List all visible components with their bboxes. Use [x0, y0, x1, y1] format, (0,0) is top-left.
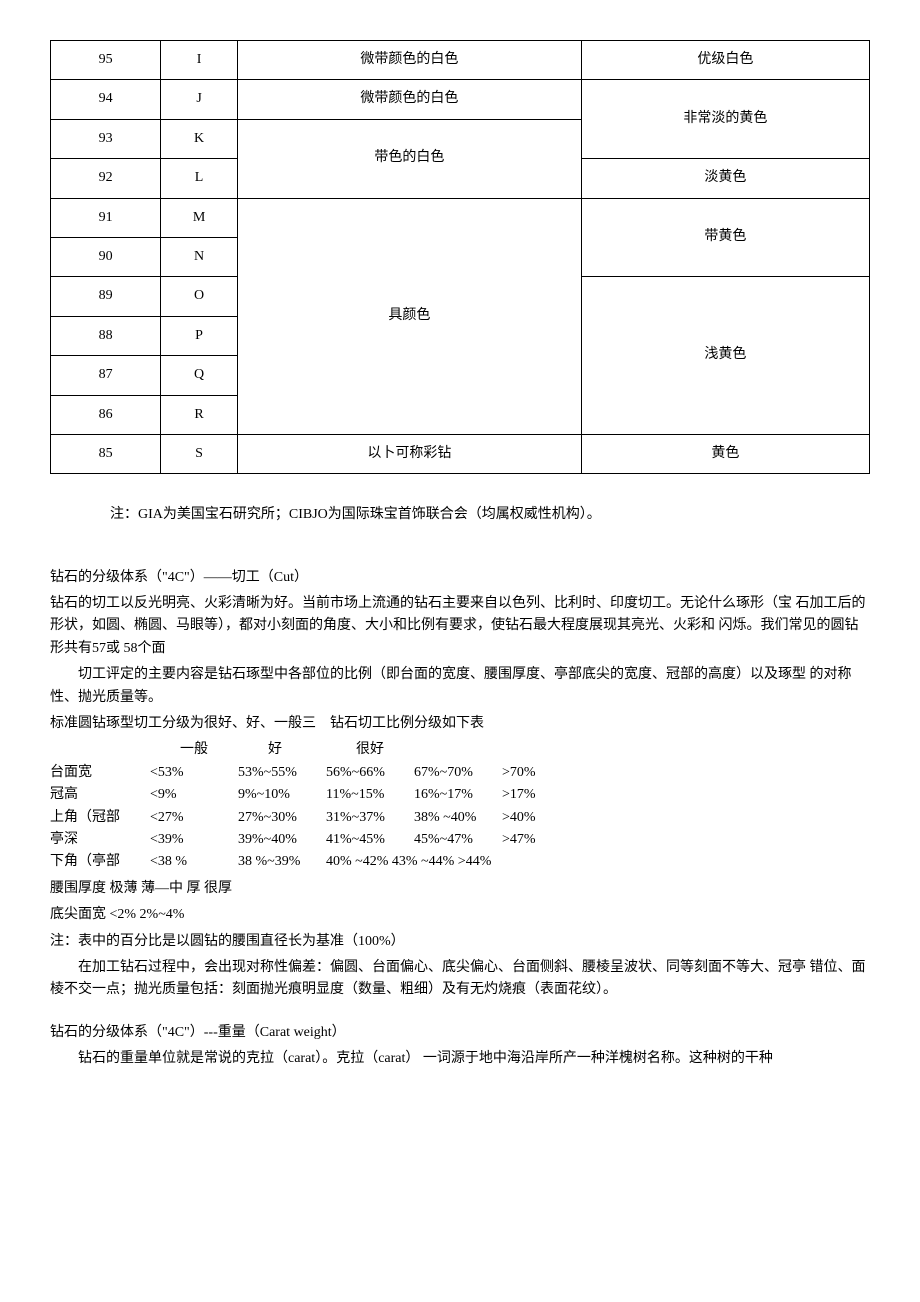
num-cell: 95: [51, 41, 161, 80]
cut-note2: 注：表中的百分比是以圆钻的腰围直径长为基准（100%）: [50, 931, 870, 953]
desc-cell: 以卜可称彩钻: [237, 434, 581, 473]
color-grade-table: 95 I 微带颜色的白色 优级白色 94 J 微带颜色的白色 非常淡的黄色 93…: [50, 40, 870, 474]
cell: 31%~37%: [326, 807, 396, 829]
cell: <38 %: [150, 851, 220, 873]
table-note: 注：GIA为美国宝石研究所；CIBJO为国际珠宝首饰联合会（均属权威性机构）。: [110, 504, 870, 526]
hdr-cell: 一般: [180, 739, 250, 761]
desc-cell: 微带颜色的白色: [237, 41, 581, 80]
num-cell: 87: [51, 356, 161, 395]
weight-title: 钻石的分级体系（"4C"）---重量（Carat weight）: [50, 1022, 870, 1044]
desc-cell: 带色的白色: [237, 119, 581, 198]
cut-section: 钻石的分级体系（"4C"）——切工（Cut） 钻石的切工以反光明亮、火彩清晰为好…: [50, 567, 870, 1002]
cut-p4: 在加工钻石过程中，会出现对称性偏差：偏圆、台面偏心、底尖偏心、台面侧斜、腰棱呈波…: [50, 957, 870, 1002]
cell: <39%: [150, 829, 220, 851]
cell: 45%~47%: [414, 829, 484, 851]
desc-cell: 具颜色: [237, 198, 581, 434]
cell: 56%~66%: [326, 762, 396, 784]
cut-p2: 切工评定的主要内容是钻石琢型中各部位的比例（即台面的宽度、腰围厚度、亭部底尖的宽…: [50, 664, 870, 709]
row-label: 下角（亭部: [50, 851, 150, 873]
num-cell: 91: [51, 198, 161, 237]
row-label: 冠高: [50, 784, 150, 806]
hdr-cell: 好: [268, 739, 338, 761]
cell: 16%~17%: [414, 784, 484, 806]
cut-proportion-table: 一般 好 很好 台面宽 <53% 53%~55% 56%~66% 67%~70%…: [50, 739, 870, 873]
letter-cell: R: [161, 395, 238, 434]
letter-cell: L: [161, 159, 238, 198]
num-cell: 88: [51, 316, 161, 355]
num-cell: 93: [51, 119, 161, 158]
cut-p3: 标准圆钻琢型切工分级为很好、好、一般三 钻石切工比例分级如下表: [50, 713, 870, 735]
cell: 67%~70%: [414, 762, 484, 784]
cell: >47%: [502, 829, 572, 851]
row-label: 台面宽: [50, 762, 150, 784]
hdr-cell: 很好: [356, 739, 426, 761]
weight-p1: 钻石的重量单位就是常说的克拉（carat）。克拉（carat） 一词源于地中海沿…: [50, 1048, 870, 1070]
num-cell: 85: [51, 434, 161, 473]
cut-p3a: 标准圆钻琢型切工分级为很好、好、一般三: [50, 716, 316, 731]
row-label: 亭深: [50, 829, 150, 851]
right-cell: 优级白色: [581, 41, 869, 80]
right-cell: 带黄色: [581, 198, 869, 277]
letter-cell: M: [161, 198, 238, 237]
cell: <53%: [150, 762, 220, 784]
row-label: 上角（冠部: [50, 807, 150, 829]
desc-cell: 微带颜色的白色: [237, 80, 581, 119]
cut-p3b: 钻石切工比例分级如下表: [330, 716, 484, 731]
cell: >70%: [502, 762, 572, 784]
num-cell: 89: [51, 277, 161, 316]
cell: <9%: [150, 784, 220, 806]
letter-cell: S: [161, 434, 238, 473]
right-cell: 非常淡的黄色: [581, 80, 869, 159]
cell: 38 %~39%: [238, 851, 308, 873]
letter-cell: K: [161, 119, 238, 158]
letter-cell: I: [161, 41, 238, 80]
cell: 27%~30%: [238, 807, 308, 829]
right-cell: 黄色: [581, 434, 869, 473]
cell: 40% ~42% 43% ~44% >44%: [326, 851, 526, 873]
cell: 41%~45%: [326, 829, 396, 851]
letter-cell: O: [161, 277, 238, 316]
num-cell: 94: [51, 80, 161, 119]
letter-cell: Q: [161, 356, 238, 395]
letter-cell: J: [161, 80, 238, 119]
num-cell: 86: [51, 395, 161, 434]
letter-cell: P: [161, 316, 238, 355]
cell: 9%~10%: [238, 784, 308, 806]
letter-cell: N: [161, 237, 238, 276]
cell: >40%: [502, 807, 572, 829]
cut-p1: 钻石的切工以反光明亮、火彩清晰为好。当前市场上流通的钻石主要来自以色列、比利时、…: [50, 593, 870, 660]
cell: >17%: [502, 784, 572, 806]
right-cell: 淡黄色: [581, 159, 869, 198]
weight-section: 钻石的分级体系（"4C"）---重量（Carat weight） 钻石的重量单位…: [50, 1022, 870, 1071]
cell: <27%: [150, 807, 220, 829]
num-cell: 92: [51, 159, 161, 198]
waist-row: 腰围厚度 极薄 薄—中 厚 很厚: [50, 878, 870, 900]
cell: 53%~55%: [238, 762, 308, 784]
cell: 11%~15%: [326, 784, 396, 806]
right-cell: 浅黄色: [581, 277, 869, 435]
culet-row: 底尖面宽 <2% 2%~4%: [50, 904, 870, 926]
num-cell: 90: [51, 237, 161, 276]
cut-title: 钻石的分级体系（"4C"）——切工（Cut）: [50, 567, 870, 589]
cell: 39%~40%: [238, 829, 308, 851]
cell: 38% ~40%: [414, 807, 484, 829]
